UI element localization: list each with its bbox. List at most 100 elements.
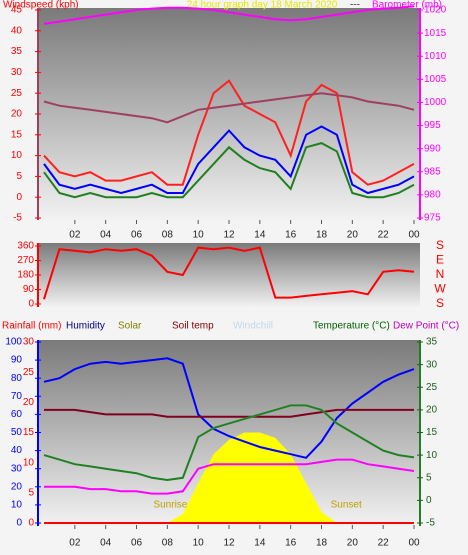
legend-entry: Solar (118, 321, 142, 332)
x-tick-label: 10 (193, 538, 205, 549)
x-tick-label: 18 (316, 538, 328, 549)
x-tick-label: 14 (254, 538, 266, 549)
annotation: Sunset (331, 500, 362, 511)
y-tick-label: 15 (11, 129, 23, 140)
y2-tick-label: 25 (426, 382, 438, 393)
y2-tick-label: 10 (426, 450, 438, 461)
x-tick-label: 00 (408, 230, 420, 241)
y-tick-label: 360 (17, 241, 34, 252)
x-tick-label: 04 (100, 538, 112, 549)
x-tick-label: 08 (162, 538, 174, 549)
y2-axis-label: Barometer (mb) (372, 0, 442, 11)
x-tick-label: 14 (254, 230, 266, 241)
y-tick-label: 30 (11, 67, 23, 78)
y-tick-label: -5 (13, 213, 22, 224)
y-tick-label: 60 (11, 409, 23, 420)
line (43, 79, 415, 186)
legend-entry: Temperature (°C) (313, 321, 390, 332)
y3-tick-label: 0 (28, 518, 34, 529)
y-tick-label: 10 (11, 150, 23, 161)
x-tick-label: 00 (408, 538, 420, 549)
y-tick-label: 100 (5, 337, 22, 348)
y-tick-label: 90 (23, 284, 35, 295)
y-tick-label: 40 (11, 445, 23, 456)
y2-tick-label: 35 (426, 337, 438, 348)
line (43, 246, 415, 300)
y2-tick-label: 20 (426, 405, 438, 416)
y-tick-label: 70 (11, 391, 23, 402)
y2-tick-label: W (434, 282, 446, 296)
y-tick-label: 90 (11, 355, 23, 366)
y2-tick-label: 30 (426, 359, 438, 370)
y2-tick-label: 995 (424, 120, 441, 131)
x-tick-label: 02 (69, 538, 81, 549)
area (44, 432, 414, 523)
y2-tick-label: S (436, 238, 444, 252)
legend-entry: Rainfall (mm) (2, 321, 61, 332)
y3-tick-label: 25 (23, 367, 35, 378)
x-tick-label: 06 (131, 538, 143, 549)
y-tick-label: 270 (17, 255, 34, 266)
y2-tick-label: S (436, 296, 444, 310)
y2-tick-label: N (436, 267, 445, 281)
y-tick-label: 35 (11, 46, 23, 57)
y-tick-label: 45 (11, 5, 23, 16)
x-tick-label: 16 (285, 538, 297, 549)
y2-tick-label: 980 (424, 190, 441, 201)
y2-tick-label: 990 (424, 143, 441, 154)
y3-tick-label: 15 (23, 427, 35, 438)
y-tick-label: 80 (11, 373, 23, 384)
x-tick-label: 20 (347, 538, 359, 549)
x-tick-label: 22 (378, 230, 390, 241)
x-tick-label: 22 (378, 538, 390, 549)
y-tick-label: 25 (11, 88, 23, 99)
x-tick-label: 10 (193, 230, 205, 241)
x-tick-label: 02 (69, 230, 81, 241)
y2-tick-label: 975 (424, 213, 441, 224)
y2-tick-label: -5 (426, 518, 435, 529)
line (44, 458, 415, 495)
line (43, 5, 415, 25)
legend-entry: Humidity (66, 321, 105, 332)
legend-entry: Soil temp (172, 321, 214, 332)
y-tick-label: 20 (11, 481, 23, 492)
y2-tick-label: 0 (426, 495, 432, 506)
y2-tick-label: 5 (426, 472, 432, 483)
line (43, 92, 415, 124)
y-tick-label: 10 (11, 500, 23, 511)
y3-tick-label: 5 (28, 487, 34, 498)
x-tick-label: 18 (316, 230, 328, 241)
y2-tick-label: 15 (426, 427, 438, 438)
y2-tick-label: 1010 (424, 51, 447, 62)
x-tick-label: 06 (131, 230, 143, 241)
x-tick-label: 20 (347, 230, 359, 241)
line (43, 404, 415, 482)
x-tick-label: 16 (285, 230, 297, 241)
plot-background (38, 243, 420, 307)
y-tick-label: 5 (16, 171, 22, 182)
y2-tick-label: 1000 (424, 97, 447, 108)
subtitle: --- (350, 0, 360, 11)
y2-tick-label: 1005 (424, 74, 447, 85)
line (44, 408, 414, 418)
y-tick-label: 30 (11, 463, 23, 474)
annotation: Sunrise (153, 500, 187, 511)
x-tick-label: 12 (223, 538, 235, 549)
y-tick-label: 0 (16, 518, 22, 529)
line (43, 357, 415, 459)
y-tick-label: 20 (11, 109, 23, 120)
y2-tick-label: 985 (424, 166, 441, 177)
y-tick-label: 40 (11, 25, 23, 36)
legend-entry: Dew Point (°C) (393, 321, 459, 332)
y3-tick-label: 20 (23, 397, 35, 408)
y-tick-label: 50 (11, 427, 23, 438)
y-tick-label: 0 (28, 299, 34, 310)
y-tick-label: 180 (17, 270, 34, 281)
y2-tick-label: 1020 (424, 5, 447, 16)
y-axis-label: Windspeed (kph) (3, 0, 79, 11)
line (43, 125, 415, 195)
y3-tick-label: 10 (23, 457, 35, 468)
y3-tick-label: 30 (23, 337, 35, 348)
